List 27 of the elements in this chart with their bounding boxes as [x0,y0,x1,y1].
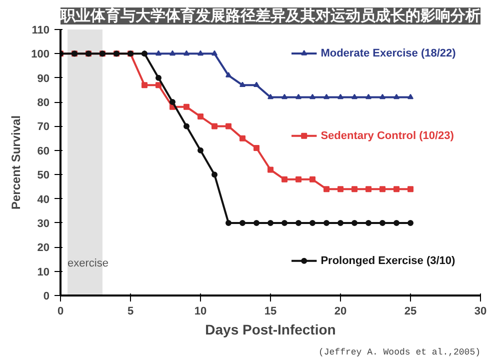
x-axis-title: Days Post-Infection [205,322,336,338]
y-tick-label: 50 [37,170,50,182]
legend-label: Sedentary Control (10/23) [320,130,454,142]
y-tick-label: 70 [37,121,50,134]
band-label: exercise [68,258,108,270]
text: (Jeffrey A. Woods et al.,2005) [318,348,481,358]
y-tick-label: 110 [32,24,50,36]
x-tick-label: 15 [264,306,277,318]
y-axis-title: Percent Survival [9,115,24,210]
y-tick-label: 60 [37,145,50,158]
y-tick-label: 10 [37,266,50,278]
x-tick-label: 5 [127,306,134,318]
x-tick-label: 20 [334,306,347,318]
y-tick-label: 30 [37,218,50,230]
y-tick-label: 80 [37,97,50,110]
chart-title: 职业体育与大学体育发展路径差异及其对运动员成长的影响分析 [60,6,480,24]
x-tick-label: 10 [194,306,207,318]
y-tick-label: 90 [37,72,50,85]
y-tick-label: 20 [37,242,50,254]
x-tick-label: 0 [57,306,64,318]
legend-label: Moderate Exercise (18/22) [320,47,456,60]
y-tick-label: 40 [37,194,50,206]
y-tick-label: 0 [43,290,50,302]
legend-label: Prolonged Exercise (3/10) [320,254,456,267]
y-tick-label: 100 [31,48,50,61]
x-tick-label: 30 [474,306,487,318]
x-tick-label: 25 [404,306,417,318]
